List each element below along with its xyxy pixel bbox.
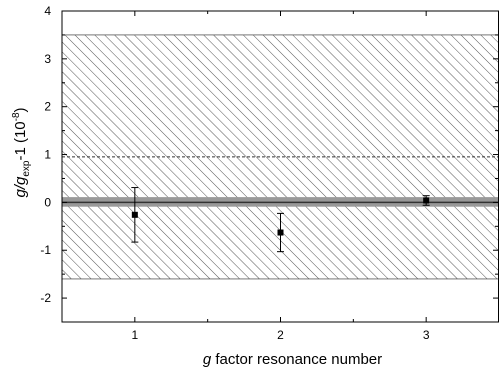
y-axis-title-suffix: -1 (10 — [12, 121, 29, 160]
y-tick-label: -2 — [40, 291, 51, 305]
y-axis-ticks: -2 -1 0 1 2 3 4 — [40, 4, 498, 323]
x-axis-ticks: 1 2 3 — [61, 11, 499, 342]
x-tick-label: 2 — [277, 328, 284, 342]
y-axis-title-close: ) — [12, 107, 29, 112]
data-point — [277, 229, 284, 236]
y-tick-label: -1 — [40, 243, 51, 257]
data-point — [423, 197, 430, 204]
y-axis-title-prefix: g/g — [12, 176, 29, 198]
x-axis-title-rest: factor resonance number — [211, 351, 382, 368]
x-tick-label: 3 — [423, 328, 430, 342]
x-tick-label: 1 — [131, 328, 138, 342]
y-axis-title-subscript: exp — [21, 160, 32, 177]
y-tick-label: 2 — [44, 100, 51, 114]
y-tick-label: 4 — [44, 4, 51, 18]
plot-content — [62, 34, 499, 280]
data-point — [131, 211, 138, 218]
y-axis-title: g/gexp-1 (10-8) — [11, 107, 32, 197]
data-points — [131, 187, 430, 253]
y-tick-label: 3 — [44, 52, 51, 66]
y-tick-label: 0 — [44, 195, 51, 209]
x-axis-title: g factor resonance number — [203, 351, 382, 368]
x-axis-title-italic: g — [203, 351, 212, 368]
y-axis-title-superscript: -8 — [11, 112, 22, 121]
y-tick-label: 1 — [44, 148, 51, 162]
